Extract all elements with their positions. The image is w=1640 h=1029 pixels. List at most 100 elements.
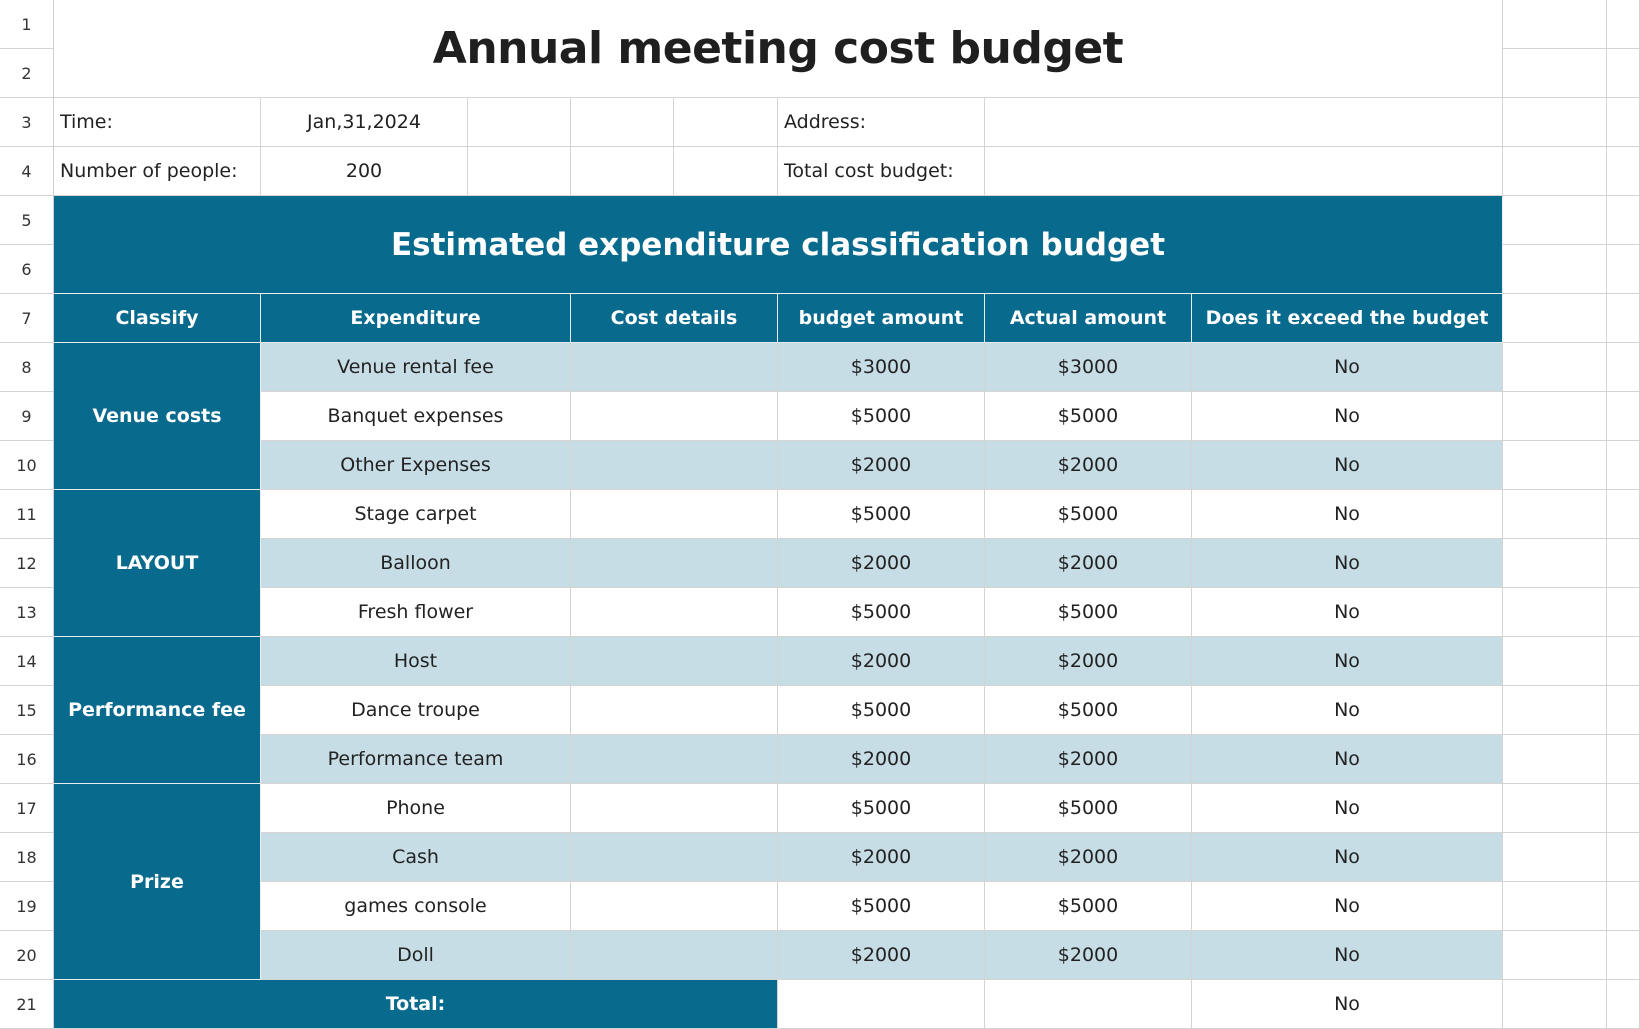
- actual-amount-cell[interactable]: $3000: [985, 343, 1192, 392]
- people-value[interactable]: 200: [261, 147, 468, 196]
- exceed-budget-cell[interactable]: No: [1192, 637, 1503, 686]
- expenditure-cell[interactable]: Other Expenses: [261, 441, 571, 490]
- empty-cell[interactable]: [1503, 833, 1607, 882]
- row-header[interactable]: 15: [0, 686, 54, 735]
- expenditure-cell[interactable]: Balloon: [261, 539, 571, 588]
- exceed-budget-cell[interactable]: No: [1192, 931, 1503, 980]
- address-label[interactable]: Address:: [778, 98, 985, 147]
- exceed-budget-cell[interactable]: No: [1192, 833, 1503, 882]
- actual-amount-cell[interactable]: $2000: [985, 735, 1192, 784]
- cost-details-cell[interactable]: [571, 343, 778, 392]
- budget-amount-cell[interactable]: $2000: [778, 441, 985, 490]
- budget-amount-cell[interactable]: $5000: [778, 686, 985, 735]
- empty-cell[interactable]: [1503, 490, 1607, 539]
- budget-amount-cell[interactable]: $5000: [778, 784, 985, 833]
- empty-cell[interactable]: [1503, 686, 1607, 735]
- empty-cell[interactable]: [1607, 0, 1640, 49]
- empty-cell[interactable]: [468, 147, 571, 196]
- budget-amount-cell[interactable]: $2000: [778, 735, 985, 784]
- header-budget-amount[interactable]: budget amount: [778, 294, 985, 343]
- empty-cell[interactable]: [1503, 49, 1607, 98]
- empty-cell[interactable]: [1607, 784, 1640, 833]
- empty-cell[interactable]: [1503, 931, 1607, 980]
- empty-cell[interactable]: [1503, 147, 1607, 196]
- row-header[interactable]: 3: [0, 98, 54, 147]
- row-header[interactable]: 20: [0, 931, 54, 980]
- budget-amount-cell[interactable]: $5000: [778, 588, 985, 637]
- cost-details-cell[interactable]: [571, 833, 778, 882]
- exceed-budget-cell[interactable]: No: [1192, 539, 1503, 588]
- expenditure-cell[interactable]: Fresh flower: [261, 588, 571, 637]
- budget-amount-cell[interactable]: $3000: [778, 343, 985, 392]
- total-actual-cell[interactable]: [985, 980, 1192, 1029]
- exceed-budget-cell[interactable]: No: [1192, 343, 1503, 392]
- empty-cell[interactable]: [1607, 588, 1640, 637]
- total-exceed-cell[interactable]: No: [1192, 980, 1503, 1029]
- budget-amount-cell[interactable]: $2000: [778, 637, 985, 686]
- actual-amount-cell[interactable]: $2000: [985, 833, 1192, 882]
- empty-cell[interactable]: [1503, 784, 1607, 833]
- empty-cell[interactable]: [1503, 441, 1607, 490]
- row-header[interactable]: 8: [0, 343, 54, 392]
- category-cell[interactable]: Venue costs: [54, 343, 261, 490]
- expenditure-cell[interactable]: Host: [261, 637, 571, 686]
- cost-details-cell[interactable]: [571, 637, 778, 686]
- cost-details-cell[interactable]: [571, 490, 778, 539]
- actual-amount-cell[interactable]: $2000: [985, 539, 1192, 588]
- empty-cell[interactable]: [1503, 343, 1607, 392]
- actual-amount-cell[interactable]: $5000: [985, 588, 1192, 637]
- header-classify[interactable]: Classify: [54, 294, 261, 343]
- budget-amount-cell[interactable]: $5000: [778, 490, 985, 539]
- actual-amount-cell[interactable]: $2000: [985, 931, 1192, 980]
- row-header[interactable]: 16: [0, 735, 54, 784]
- category-cell[interactable]: LAYOUT: [54, 490, 261, 637]
- row-header[interactable]: 21: [0, 980, 54, 1029]
- row-header[interactable]: 11: [0, 490, 54, 539]
- empty-cell[interactable]: [1503, 588, 1607, 637]
- cost-details-cell[interactable]: [571, 441, 778, 490]
- exceed-budget-cell[interactable]: No: [1192, 392, 1503, 441]
- empty-cell[interactable]: [1607, 931, 1640, 980]
- actual-amount-cell[interactable]: $2000: [985, 637, 1192, 686]
- total-label[interactable]: Total:: [54, 980, 778, 1029]
- empty-cell[interactable]: [1607, 98, 1640, 147]
- cost-details-cell[interactable]: [571, 735, 778, 784]
- actual-amount-cell[interactable]: $5000: [985, 392, 1192, 441]
- empty-cell[interactable]: [1503, 735, 1607, 784]
- row-header[interactable]: 13: [0, 588, 54, 637]
- row-header[interactable]: 14: [0, 637, 54, 686]
- row-header[interactable]: 12: [0, 539, 54, 588]
- total-budget-value[interactable]: [985, 147, 1503, 196]
- header-actual-amount[interactable]: Actual amount: [985, 294, 1192, 343]
- budget-amount-cell[interactable]: $5000: [778, 392, 985, 441]
- exceed-budget-cell[interactable]: No: [1192, 735, 1503, 784]
- expenditure-cell[interactable]: Cash: [261, 833, 571, 882]
- expenditure-cell[interactable]: Performance team: [261, 735, 571, 784]
- actual-amount-cell[interactable]: $5000: [985, 784, 1192, 833]
- row-header[interactable]: 5: [0, 196, 54, 245]
- address-value[interactable]: [985, 98, 1503, 147]
- expenditure-cell[interactable]: Banquet expenses: [261, 392, 571, 441]
- empty-cell[interactable]: [1607, 833, 1640, 882]
- actual-amount-cell[interactable]: $2000: [985, 441, 1192, 490]
- empty-cell[interactable]: [1503, 294, 1607, 343]
- empty-cell[interactable]: [1607, 686, 1640, 735]
- empty-cell[interactable]: [1503, 98, 1607, 147]
- empty-cell[interactable]: [571, 98, 674, 147]
- empty-cell[interactable]: [1607, 980, 1640, 1029]
- row-header[interactable]: 9: [0, 392, 54, 441]
- exceed-budget-cell[interactable]: No: [1192, 882, 1503, 931]
- exceed-budget-cell[interactable]: No: [1192, 686, 1503, 735]
- row-header[interactable]: 19: [0, 882, 54, 931]
- actual-amount-cell[interactable]: $5000: [985, 686, 1192, 735]
- empty-cell[interactable]: [1607, 343, 1640, 392]
- cost-details-cell[interactable]: [571, 931, 778, 980]
- row-header[interactable]: 6: [0, 245, 54, 294]
- budget-amount-cell[interactable]: $2000: [778, 539, 985, 588]
- expenditure-cell[interactable]: Dance troupe: [261, 686, 571, 735]
- cost-details-cell[interactable]: [571, 784, 778, 833]
- empty-cell[interactable]: [1503, 196, 1607, 245]
- empty-cell[interactable]: [1503, 245, 1607, 294]
- budget-amount-cell[interactable]: $2000: [778, 833, 985, 882]
- row-header[interactable]: 18: [0, 833, 54, 882]
